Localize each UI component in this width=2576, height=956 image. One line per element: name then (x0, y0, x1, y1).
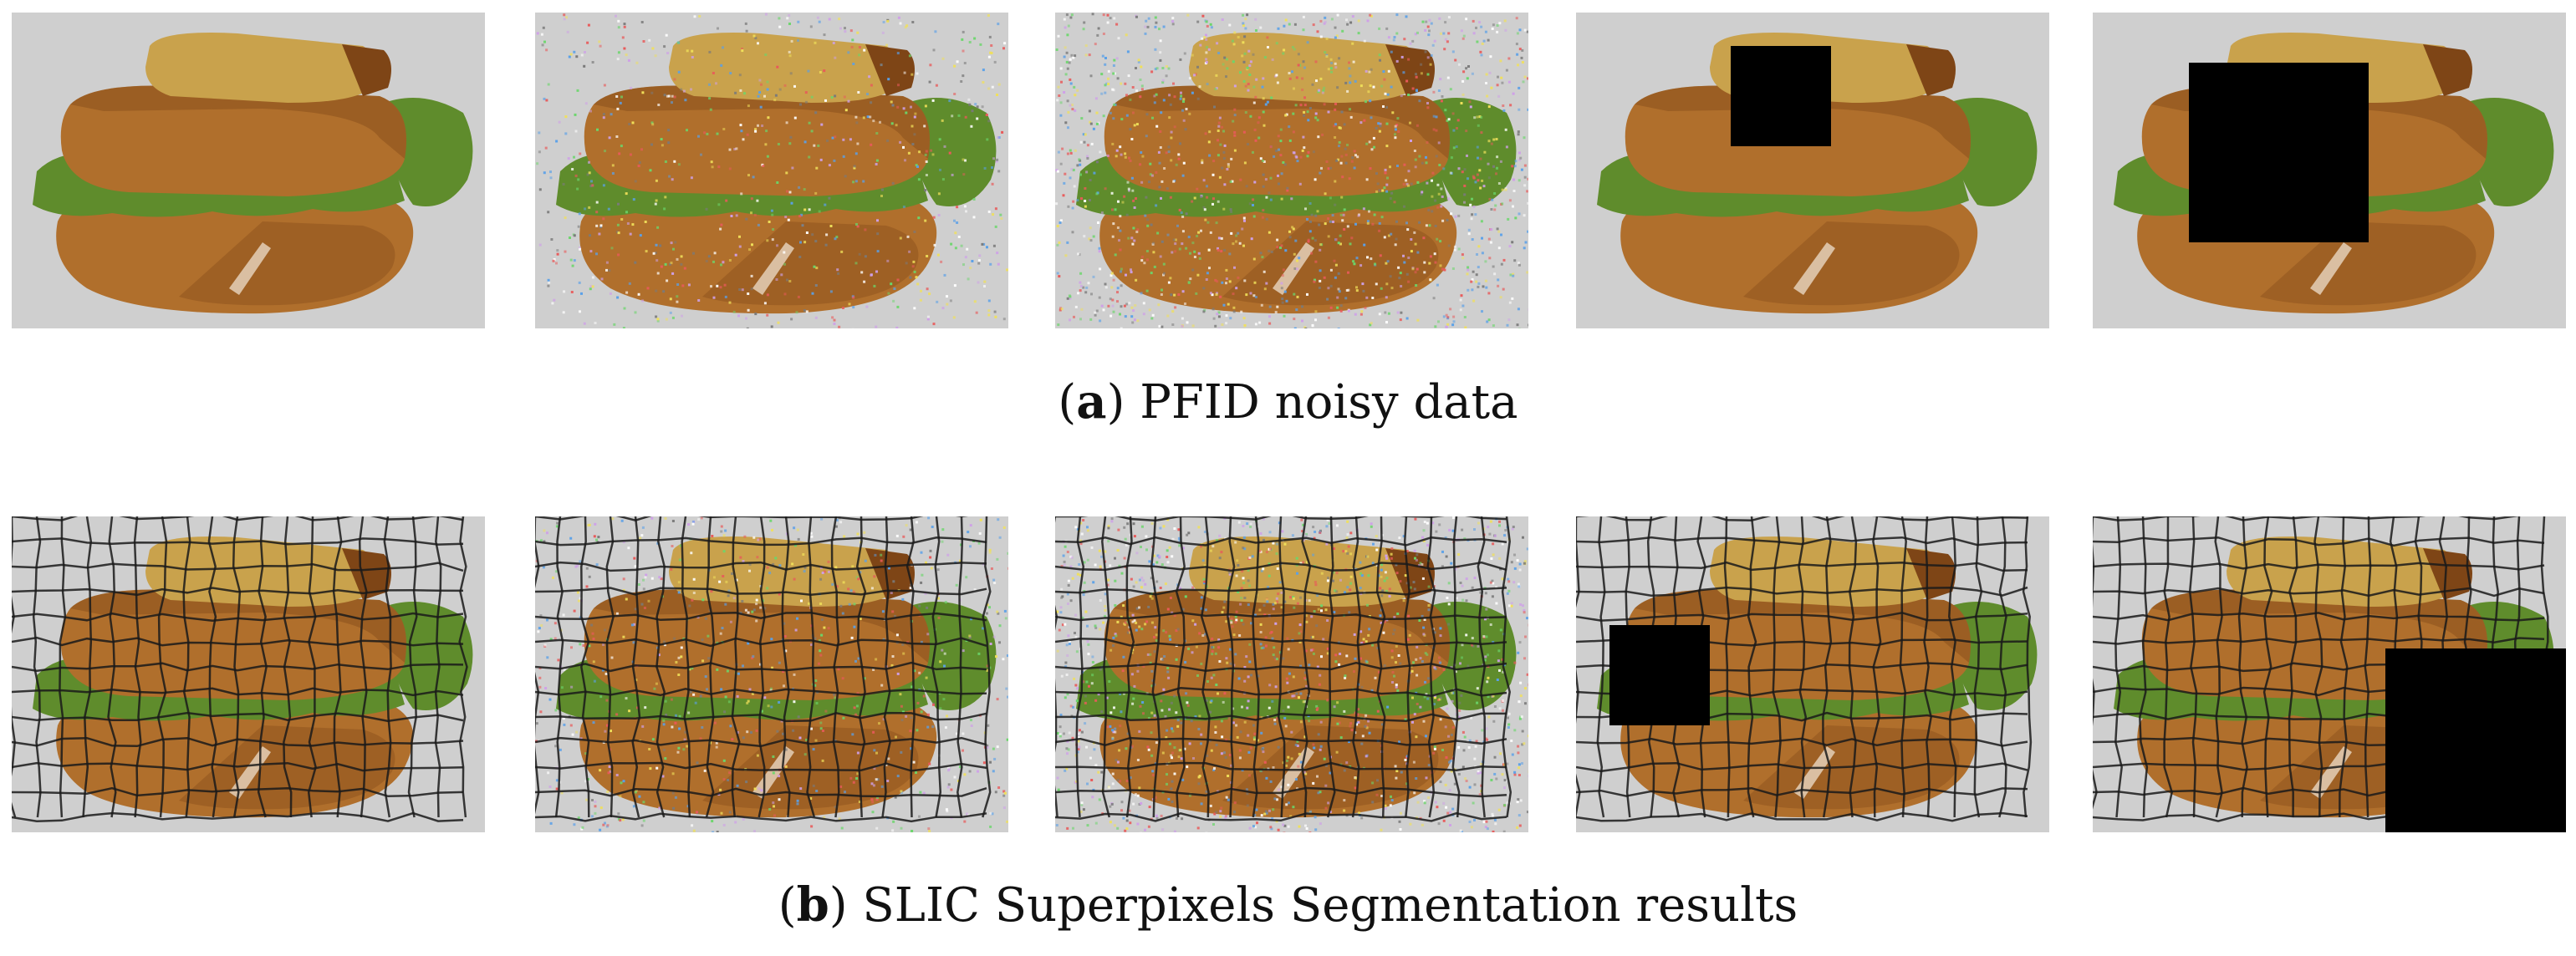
segment-panel-noise-low (535, 516, 1008, 832)
segment-panel-occlusion-small (1576, 516, 2049, 832)
sandwich-image (1055, 516, 1528, 832)
caption-a-label: a (1076, 374, 1107, 430)
occlusion-block (2385, 648, 2566, 832)
occlusion-block (2189, 63, 2369, 242)
image-panel-noise-low (535, 13, 1008, 328)
image-panel-noise-high (1055, 13, 1528, 328)
image-panel-clean (12, 13, 485, 328)
caption-b-label: b (796, 877, 829, 933)
caption-b: (b) SLIC Superpixels Segmentation result… (778, 877, 1798, 933)
caption-a: (a) PFID noisy data (1058, 374, 1518, 430)
sandwich-image (535, 516, 1008, 832)
sandwich-image (1055, 13, 1528, 328)
image-panel-occlusion-small (1576, 13, 2049, 328)
sandwich-image (1576, 13, 2049, 328)
image-panel-occlusion-large (2093, 13, 2566, 328)
sandwich-image (535, 13, 1008, 328)
segment-panel-clean (12, 516, 485, 832)
caption-a-text: PFID noisy data (1140, 375, 1518, 430)
sandwich-image (12, 13, 485, 328)
segment-panel-noise-high (1055, 516, 1528, 832)
occlusion-block (1609, 625, 1710, 725)
sandwich-image (12, 516, 485, 832)
occlusion-block (1731, 46, 1831, 146)
row-slic-segmentation (0, 516, 2576, 834)
row-pfid-noisy-data (0, 13, 2576, 330)
segment-panel-occlusion-large (2093, 516, 2566, 832)
sandwich-image (2093, 516, 2566, 832)
sandwich-image (1576, 516, 2049, 832)
sandwich-image (2093, 13, 2566, 328)
caption-b-text: SLIC Superpixels Segmentation results (862, 878, 1798, 933)
